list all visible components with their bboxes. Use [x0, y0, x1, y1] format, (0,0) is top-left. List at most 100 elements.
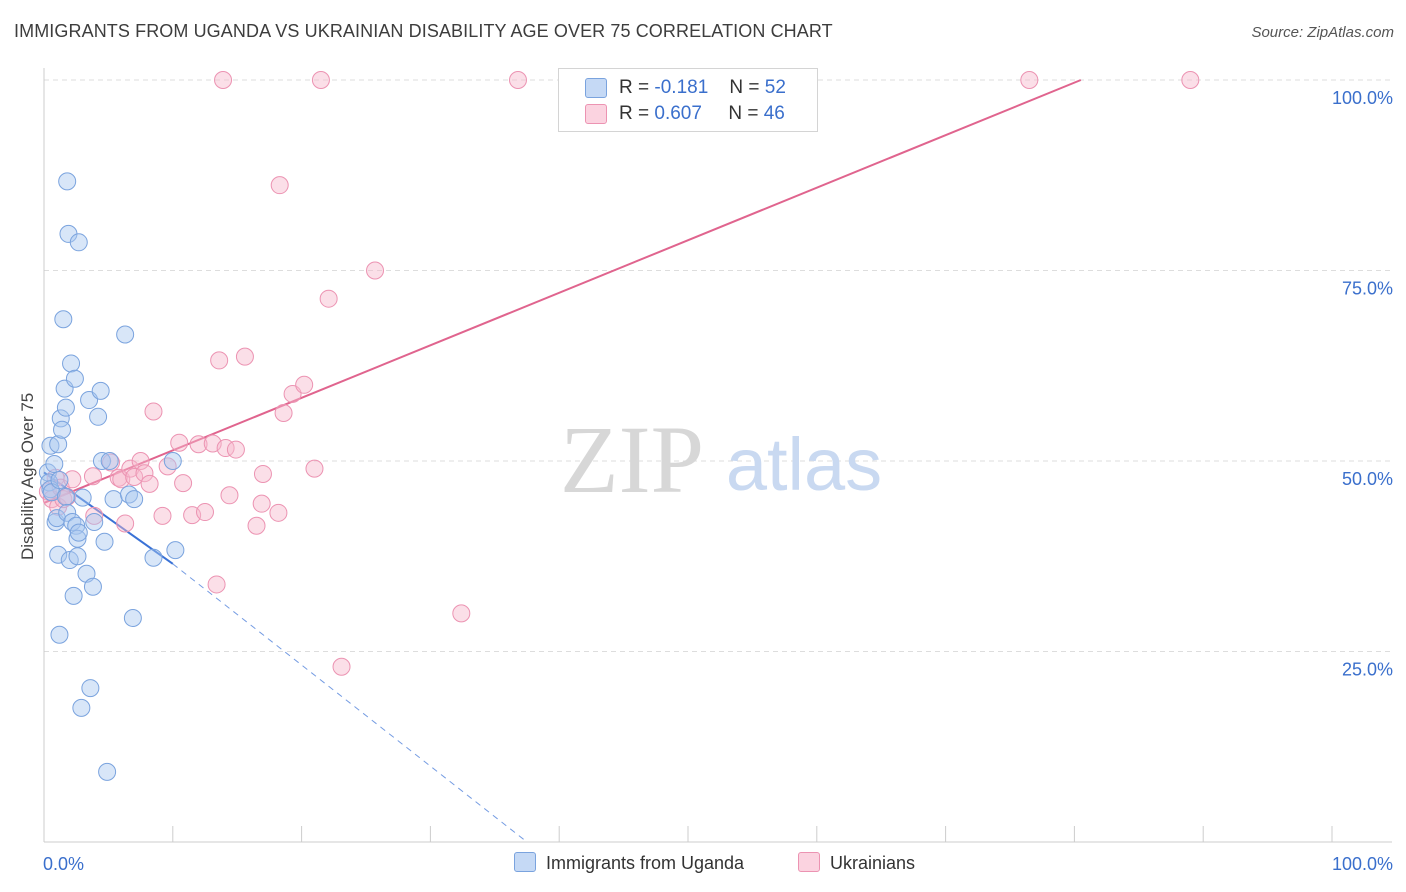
point-uganda-9 — [47, 509, 66, 528]
point-ukrainians-13 — [116, 514, 135, 533]
n-label: N = — [728, 103, 759, 124]
legend-text-uganda: R = -0.181 N = 52 — [619, 77, 786, 99]
point-ukrainians-32 — [226, 440, 245, 459]
point-uganda-32 — [73, 488, 92, 507]
point-uganda-49 — [125, 490, 144, 509]
point-uganda-39 — [91, 381, 110, 400]
point-ukrainians-51 — [1181, 71, 1200, 89]
trendline-uganda — [43, 471, 174, 565]
point-ukrainians-39 — [274, 403, 293, 422]
point-uganda-17 — [56, 487, 75, 506]
point-uganda-50 — [163, 452, 182, 470]
point-uganda-27 — [68, 547, 87, 566]
point-ukrainians-8 — [83, 467, 102, 486]
point-ukrainians-14 — [121, 459, 140, 478]
point-ukrainians-19 — [144, 402, 163, 421]
point-ukrainians-16 — [131, 452, 150, 470]
point-ukrainians-15 — [125, 468, 144, 487]
point-ukrainians-35 — [252, 494, 271, 513]
point-uganda-37 — [85, 512, 104, 531]
r-value-uganda: -0.181 — [654, 77, 709, 98]
grid-lines — [44, 79, 1392, 652]
point-ukrainians-33 — [235, 347, 254, 366]
series-ukrainians — [38, 71, 1200, 676]
series-uganda — [38, 172, 185, 781]
point-uganda-24 — [64, 586, 83, 605]
point-ukrainians-37 — [269, 503, 288, 522]
point-uganda-36 — [83, 577, 102, 596]
point-ukrainians-38 — [270, 176, 289, 195]
point-ukrainians-43 — [319, 289, 338, 308]
legend-text-ukrainians: R = 0.607 N = 46 — [619, 103, 785, 125]
r-label: R = — [619, 103, 650, 124]
trendlines — [43, 79, 1082, 843]
trendline-uganda-extension — [172, 563, 528, 843]
point-ukrainians-18 — [140, 474, 159, 493]
point-ukrainians-49 — [508, 71, 527, 89]
point-ukrainians-26 — [196, 503, 214, 522]
point-ukrainians-7 — [63, 470, 82, 489]
point-uganda-31 — [72, 698, 91, 717]
x-tick-label-min: 0.0% — [43, 854, 84, 874]
stats-legend: R = -0.181 N = 52 R = 0.607 N = 46 — [558, 68, 818, 132]
point-ukrainians-31 — [220, 486, 239, 505]
point-uganda-8 — [50, 471, 69, 490]
n-value-uganda: 52 — [764, 77, 786, 98]
trendline-ukrainians — [43, 79, 1082, 504]
point-ukrainians-23 — [174, 474, 193, 493]
point-uganda-35 — [81, 679, 100, 698]
n-value-ukrainians: 46 — [763, 103, 785, 124]
point-ukrainians-45 — [366, 261, 385, 280]
point-ukrainians-25 — [189, 435, 208, 454]
chart-title: IMMIGRANTS FROM UGANDA VS UKRAINIAN DISA… — [14, 21, 833, 41]
point-ukrainians-36 — [253, 464, 272, 483]
tick-labels: 25.0% 50.0% 75.0% 100.0% 0.0% 100.0% — [43, 88, 1393, 874]
legend-swatch-ukrainians — [585, 104, 607, 124]
y-tick-label-100: 100.0% — [1332, 88, 1393, 108]
n-label: N = — [729, 77, 760, 98]
bottom-legend-swatch-ukrainians — [798, 852, 820, 872]
point-ukrainians-34 — [247, 516, 266, 535]
point-ukrainians-48 — [311, 71, 330, 89]
point-ukrainians-17 — [135, 464, 154, 483]
y-tick-label-50: 50.0% — [1342, 469, 1393, 489]
point-uganda-12 — [53, 420, 72, 439]
point-uganda-47 — [123, 608, 142, 627]
point-uganda-21 — [62, 354, 81, 373]
y-tick-label-25: 25.0% — [1342, 660, 1393, 680]
point-uganda-7 — [49, 435, 68, 454]
point-ukrainians-47 — [214, 71, 233, 89]
point-uganda-13 — [50, 625, 69, 644]
point-uganda-48 — [144, 548, 163, 567]
point-uganda-4 — [45, 455, 64, 474]
point-uganda-11 — [51, 409, 70, 428]
point-uganda-44 — [104, 490, 123, 509]
point-uganda-20 — [58, 503, 77, 522]
point-uganda-25 — [65, 369, 84, 388]
point-uganda-51 — [166, 541, 185, 560]
point-ukrainians-20 — [153, 506, 172, 525]
point-uganda-5 — [41, 436, 60, 455]
point-uganda-16 — [56, 398, 75, 417]
point-uganda-38 — [89, 407, 108, 426]
point-uganda-30 — [69, 523, 88, 542]
point-ukrainians-42 — [305, 459, 324, 478]
bottom-legend-uganda: Immigrants from Uganda — [514, 852, 744, 874]
bottom-legend-label-ukrainians: Ukrainians — [830, 853, 916, 873]
point-uganda-29 — [68, 529, 87, 548]
source-credit: Source: ZipAtlas.com — [1251, 24, 1394, 41]
point-uganda-28 — [69, 233, 88, 252]
r-value-ukrainians: 0.607 — [654, 103, 702, 124]
point-ukrainians-50 — [1020, 71, 1039, 89]
point-ukrainians-29 — [210, 351, 229, 370]
point-uganda-41 — [95, 532, 114, 551]
legend-swatch-uganda — [585, 78, 607, 98]
r-label: R = — [619, 77, 650, 98]
point-uganda-45 — [116, 325, 135, 344]
point-uganda-40 — [92, 452, 111, 470]
point-ukrainians-44 — [332, 657, 351, 676]
point-uganda-26 — [67, 516, 86, 535]
point-uganda-43 — [100, 452, 119, 470]
bottom-legend-label-uganda: Immigrants from Uganda — [546, 853, 745, 873]
